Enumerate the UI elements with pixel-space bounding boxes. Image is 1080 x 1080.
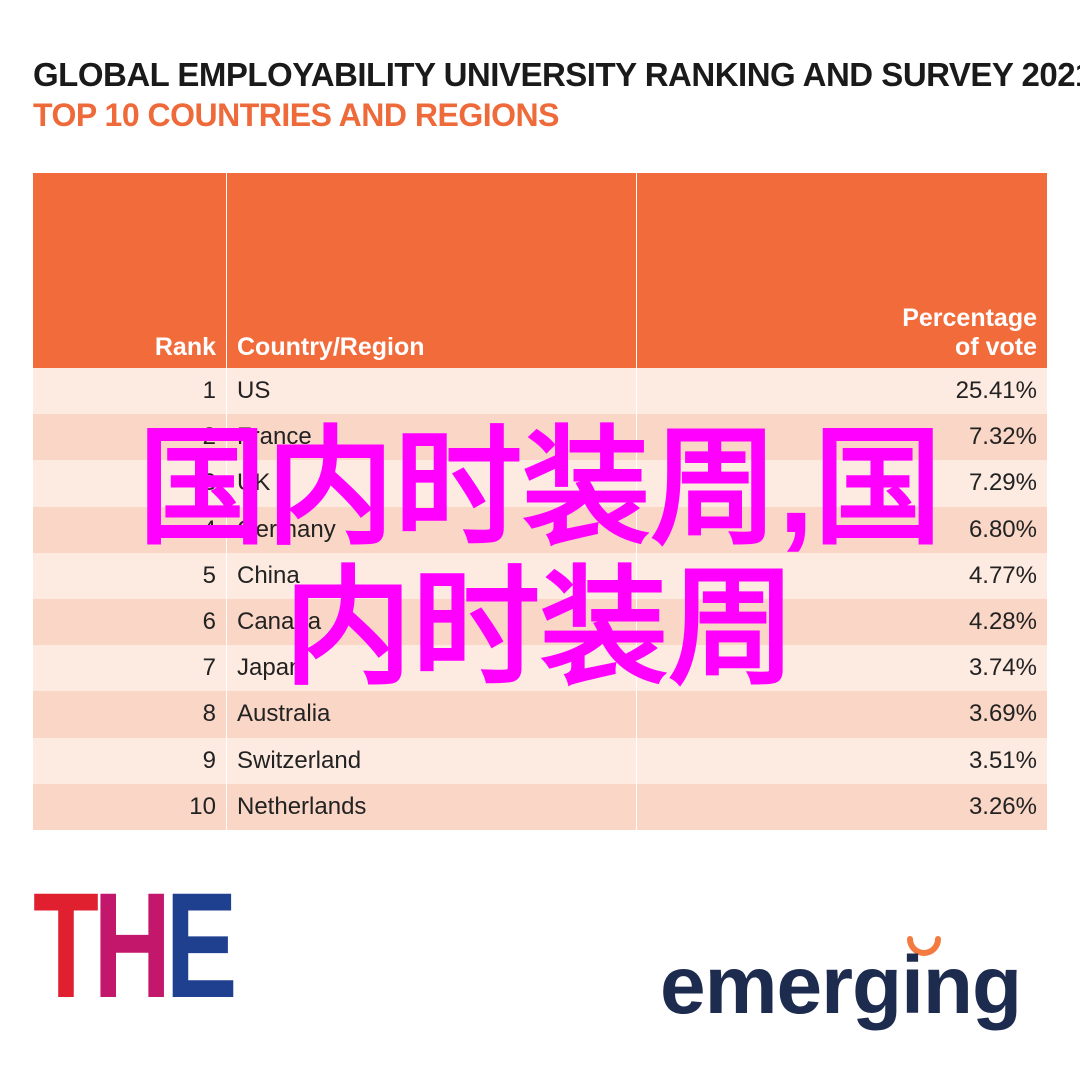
table-cell: 10 [33, 783, 227, 830]
table-cell: 7 [33, 645, 227, 692]
table-row: 4 Germany 6.80% [33, 506, 1047, 553]
table-row: 5 China 4.77% [33, 552, 1047, 599]
table-cell: 3 [33, 460, 227, 507]
table-cell: Switzerland [227, 737, 637, 784]
table-cell: 1 [33, 368, 227, 415]
table-cell: 6.80% [968, 515, 1037, 543]
table-row: 7 Japan 3.74% [33, 645, 1047, 692]
overlay-text: 内时装周 [283, 557, 796, 700]
table-cell: 3.26% [968, 792, 1037, 820]
table-cell: Canada [227, 598, 637, 646]
table-cell: US [227, 368, 637, 415]
table-row: 1 US 25.41% [33, 368, 1047, 415]
table-cell: 3.74% [968, 654, 1037, 682]
table: Rank Country/Region Percentage of vote 1 US 2… [33, 173, 1047, 830]
table-row: 10 Netherlands 3.26% [33, 783, 1047, 830]
logo-letter: E [165, 861, 237, 1029]
table-cell: 8 [33, 691, 227, 738]
column-header: Country/Region [227, 173, 637, 368]
table-cell: 7.32% [968, 423, 1037, 451]
table-cell: France [227, 414, 637, 461]
table-cell: 4.28% [968, 608, 1037, 636]
overlay-text: 国内时装周,国 [138, 417, 942, 560]
column-header: Rank [33, 173, 227, 368]
table-row: 6 Canada 4.28% [33, 598, 1047, 646]
table-cell: 3.69% [968, 700, 1037, 728]
logo-letter: H [93, 861, 171, 1029]
table-row: 3 UK 7.29% [33, 460, 1047, 507]
subtitle: TOP 10 COUNTRIES AND REGIONS [33, 97, 559, 133]
title: GLOBAL EMPLOYABILITY UNIVERSITY RANKING … [33, 56, 1080, 93]
table-row: 2 France 7.32% [33, 414, 1047, 461]
logo-letter: T [33, 861, 99, 1029]
table-cell: UK [227, 460, 637, 507]
table-cell: Germany [227, 506, 637, 553]
table-cell: Japan [227, 645, 637, 692]
table-cell: 7.29% [968, 469, 1037, 497]
table-cell: 3.51% [968, 746, 1037, 774]
header-row: Rank Country/Region Percentage of vote [33, 173, 1047, 368]
table-cell: China [227, 552, 637, 599]
emerging-logo: emerging [660, 940, 1022, 1031]
emerging-arc [907, 936, 941, 956]
the-logo: THE [33, 870, 238, 1020]
table-cell: 5 [33, 552, 227, 599]
table-cell: Australia [227, 691, 637, 738]
column-header: Percentage of vote [902, 304, 1037, 361]
table-cell: 6 [33, 598, 227, 646]
table-cell: Netherlands [227, 783, 637, 830]
table-cell: 4.77% [968, 561, 1037, 589]
table-cell: 2 [33, 414, 227, 461]
table-row: 8 Australia 3.69% [33, 691, 1047, 738]
table-cell: 4 [33, 506, 227, 553]
table-cell: 25.41% [955, 377, 1037, 405]
table-cell: 9 [33, 737, 227, 784]
table-row: 9 Switzerland 3.51% [33, 737, 1047, 784]
